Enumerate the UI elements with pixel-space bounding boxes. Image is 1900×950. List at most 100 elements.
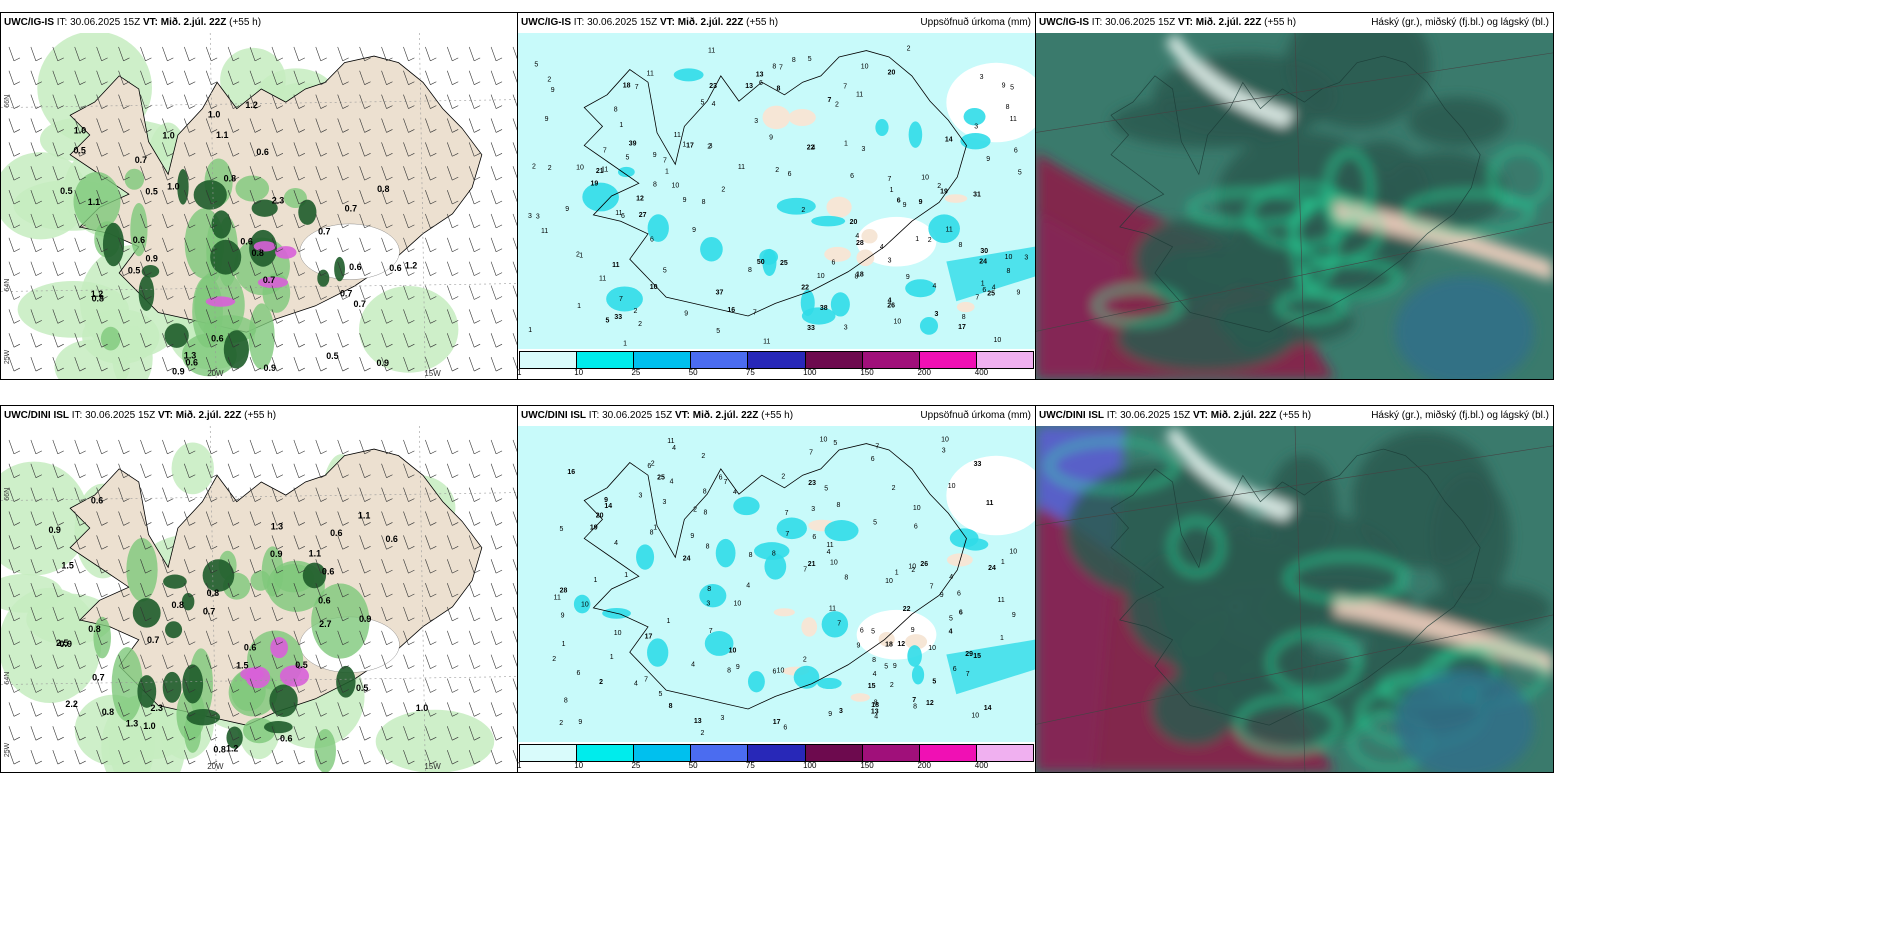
wind-barb xyxy=(205,702,212,717)
wind-barb xyxy=(403,213,409,228)
wind-barb xyxy=(446,654,453,669)
wind-barb-flag xyxy=(145,569,152,574)
wind-barb-flag xyxy=(276,81,284,85)
precip-light-area xyxy=(1,587,101,703)
wind-barb-flag xyxy=(276,713,284,717)
wind-barb xyxy=(184,189,190,205)
wind-barb xyxy=(381,654,387,669)
wind-barb-flag xyxy=(342,343,349,348)
precip-value-label: 0.5 xyxy=(326,351,338,361)
wind-barb-flag xyxy=(430,760,437,765)
wind-barb-flag xyxy=(408,81,415,85)
wind-barb xyxy=(271,46,278,61)
wind-barb-flag xyxy=(320,57,327,62)
wind-barb xyxy=(118,654,124,669)
wind-barb-flag xyxy=(452,296,459,300)
wind-barb xyxy=(512,487,517,500)
precip-grid-value: 3 xyxy=(709,143,713,150)
wind-barb xyxy=(337,285,343,300)
wind-barb-flag xyxy=(189,593,196,598)
precip-value-label: 20 xyxy=(888,69,896,76)
precip-area xyxy=(776,517,807,540)
precip-grid-value: 1 xyxy=(665,169,669,176)
precip-grid-value: 8 xyxy=(844,574,848,581)
wind-barb-flag xyxy=(167,569,174,574)
wind-barb xyxy=(425,487,431,502)
wind-barb-flag xyxy=(430,713,437,717)
precip-grid-value: 11 xyxy=(554,594,561,601)
precip-grid-value: 11 xyxy=(738,164,745,171)
latitude-line xyxy=(1,676,517,685)
precip-heavy-area xyxy=(211,210,232,239)
wind-barb xyxy=(315,750,322,765)
wind-barb-flag xyxy=(13,617,21,622)
precip-grid-value: 5 xyxy=(716,328,720,335)
wind-barb xyxy=(118,487,124,502)
precip-heavy-area xyxy=(193,180,227,210)
wind-barb-flag xyxy=(232,522,240,526)
wind-barb xyxy=(8,46,15,61)
wind-barb-flag xyxy=(452,343,459,348)
wind-barb-flag xyxy=(13,343,21,348)
wind-barb-flag xyxy=(101,474,108,478)
precip-value-label: 1.3 xyxy=(126,719,138,729)
precip-value-label: 38 xyxy=(820,305,828,312)
wind-barb-flag xyxy=(101,760,108,765)
precip-value-label: 0.9 xyxy=(270,549,282,559)
wind-barb xyxy=(381,606,387,621)
wind-barb-flag xyxy=(298,176,305,181)
wind-barb xyxy=(30,750,37,765)
precip-heavy-area xyxy=(132,598,161,628)
wind-barb xyxy=(337,309,343,324)
wind-barb-flag xyxy=(364,367,371,372)
wind-barb xyxy=(184,678,190,693)
wind-barb xyxy=(162,237,168,252)
precip-value-label: 20 xyxy=(596,513,604,520)
wind-barb xyxy=(249,654,256,669)
wind-barb-flag xyxy=(57,736,64,741)
precip-area xyxy=(715,538,736,568)
wind-barb-flag xyxy=(57,105,64,109)
wind-barb-flag xyxy=(342,320,349,324)
longitude-line xyxy=(419,426,426,772)
precip-grid-value: 6 xyxy=(719,474,723,481)
wind-barb xyxy=(184,463,190,478)
wind-barb-flag xyxy=(320,367,327,372)
wind-barb xyxy=(512,333,517,346)
wind-barb-flag xyxy=(298,450,305,455)
wind-barb-flag xyxy=(145,81,152,85)
wind-barb xyxy=(468,261,475,276)
wind-barb-flag xyxy=(298,617,305,622)
wind-barb xyxy=(337,678,343,693)
wind-barb-flag xyxy=(495,736,503,741)
precip-grid-value: 1 xyxy=(1000,635,1004,642)
wind-barb xyxy=(359,463,365,478)
wind-barb-flag xyxy=(145,176,152,181)
wind-barb xyxy=(30,213,37,228)
wind-barb-flag xyxy=(276,343,284,348)
wind-barb xyxy=(446,261,453,276)
wind-barb xyxy=(425,439,431,454)
precip-value-label: 28 xyxy=(856,240,864,247)
precip-mid-area xyxy=(100,326,121,351)
precip-value-label: 25 xyxy=(657,475,665,482)
wind-barb-flag xyxy=(145,296,152,300)
wind-barb xyxy=(315,439,322,454)
precip-area xyxy=(911,665,925,685)
wind-barb-flag xyxy=(254,105,262,109)
wind-barb xyxy=(249,46,256,61)
wind-barb-flag xyxy=(276,617,284,622)
wind-barb-flag xyxy=(298,320,305,324)
wind-barb-flag xyxy=(145,593,152,598)
precip-value-label: 14 xyxy=(604,503,612,510)
precip-value-label: 19 xyxy=(591,181,599,188)
wind-barb xyxy=(96,166,102,181)
land-patch xyxy=(773,608,795,617)
wind-barb xyxy=(140,654,146,669)
wind-barb-flag xyxy=(57,546,64,550)
wind-barb-flag xyxy=(474,200,481,205)
precip-grid-value: 8 xyxy=(772,550,776,557)
wind-barb xyxy=(8,285,15,300)
wind-barb-flag xyxy=(79,343,86,348)
wind-barb xyxy=(227,118,234,133)
